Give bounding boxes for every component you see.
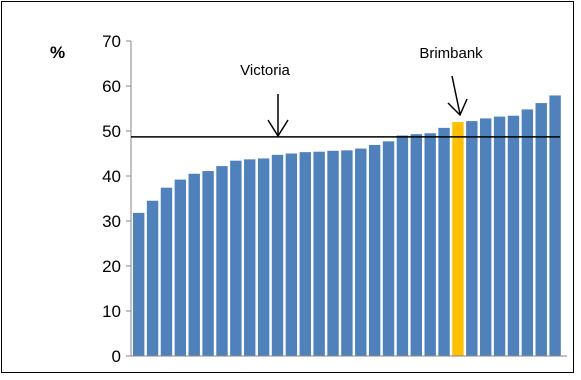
bar [424,133,436,356]
bar [521,109,534,357]
bar [535,103,547,356]
bar [202,171,214,356]
bar [493,116,506,356]
bar [438,127,450,356]
y-tick-label: 70 [102,32,121,51]
bars [133,95,561,357]
bar [327,150,339,356]
bar [174,179,187,356]
bar [299,152,311,356]
bar [466,121,478,356]
bar [410,134,422,356]
brimbank-label: Brimbank [419,45,483,62]
bar [257,158,270,356]
bar-highlighted [452,122,464,356]
bar [507,115,520,356]
y-axis-ticks: 0 10 20 30 40 50 60 70 [102,32,131,366]
bar [230,160,242,356]
y-tick-label: 40 [102,167,121,186]
y-tick-label: 60 [102,77,121,96]
y-tick-label: 20 [102,257,121,276]
bar [396,135,409,356]
bar [368,144,381,356]
y-tick-label: 10 [102,302,121,321]
bar [355,148,367,356]
bar [188,173,200,356]
bar [285,153,298,356]
bar [480,118,492,357]
bar [341,150,353,356]
victoria-arrow-icon [267,94,289,138]
bar [244,159,256,356]
bar [133,212,145,356]
y-tick-label: 0 [112,347,121,366]
bar [271,154,284,356]
y-tick-label: 50 [102,122,121,141]
bar [382,141,395,356]
bar [160,187,173,356]
bar [216,166,228,356]
bar [146,200,159,356]
bar [313,151,325,356]
brimbank-arrow-icon [447,75,468,117]
y-unit-label: % [50,43,65,62]
victoria-label: Victoria [240,62,290,79]
bar [549,95,561,356]
y-tick-label: 30 [102,212,121,231]
